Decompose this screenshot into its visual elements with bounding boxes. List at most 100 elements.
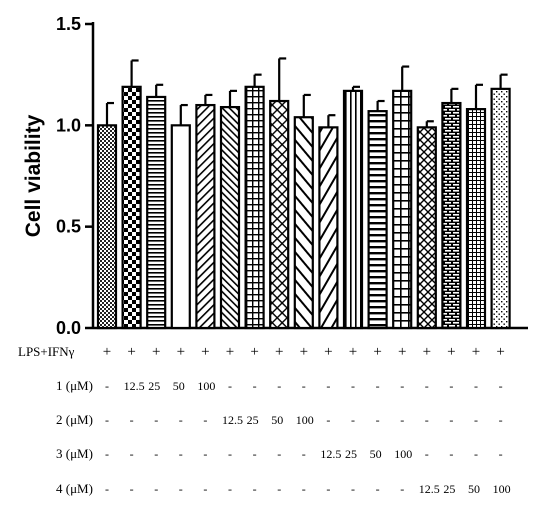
y-tick-label: 1.0 xyxy=(56,115,81,135)
table-cell: 50 xyxy=(370,447,382,461)
table-cell: - xyxy=(277,482,281,496)
bar xyxy=(121,85,142,330)
table-cell: 50 xyxy=(271,413,283,427)
table-cell: + xyxy=(496,344,504,360)
table-cell: - xyxy=(499,379,503,393)
y-tick-label: 0.0 xyxy=(56,318,81,338)
table-cell: - xyxy=(449,379,453,393)
table-cell: - xyxy=(179,482,183,496)
table-cell: - xyxy=(253,482,257,496)
table-cell: - xyxy=(376,413,380,427)
table-cell: - xyxy=(105,413,109,427)
bar xyxy=(195,103,216,330)
table-cell: + xyxy=(398,344,406,360)
bar xyxy=(342,89,364,330)
table-cell: - xyxy=(105,482,109,496)
table-cell: - xyxy=(253,447,257,461)
table-cell: - xyxy=(474,379,478,393)
table-cell: + xyxy=(177,344,185,360)
table-cell: - xyxy=(326,413,330,427)
table-cell: + xyxy=(349,344,357,360)
bar xyxy=(269,99,290,330)
table-cell: - xyxy=(130,482,134,496)
table-cell: - xyxy=(400,379,404,393)
bar xyxy=(146,95,167,330)
table-cell: 50 xyxy=(173,379,185,393)
table-cell: - xyxy=(499,447,503,461)
table-cell: 25 xyxy=(345,447,357,461)
table-cell: 12.5 xyxy=(124,379,145,393)
table-cell: 25 xyxy=(443,482,455,496)
table-row-label: LPS+IFNγ xyxy=(18,344,75,359)
table-cell: - xyxy=(203,447,207,461)
table-cell: 100 xyxy=(394,447,412,461)
bar xyxy=(96,124,118,330)
table-cell: - xyxy=(425,447,429,461)
table-cell: 12.5 xyxy=(222,413,243,427)
table-cell: + xyxy=(250,344,258,360)
bar xyxy=(244,85,265,330)
table-cell: - xyxy=(302,447,306,461)
bar xyxy=(490,87,511,330)
table-cell: + xyxy=(201,344,209,360)
table-cell: - xyxy=(499,413,503,427)
table-cell: + xyxy=(373,344,381,360)
table-cell: - xyxy=(228,379,232,393)
table-cell: - xyxy=(253,379,257,393)
table-cell: + xyxy=(472,344,480,360)
table-cell: - xyxy=(179,413,183,427)
bar xyxy=(170,124,191,330)
table-cell: - xyxy=(154,482,158,496)
table-cell: 50 xyxy=(468,482,480,496)
table-cell: + xyxy=(127,344,135,360)
table-cell: - xyxy=(277,447,281,461)
table-cell: - xyxy=(326,379,330,393)
table-cell: + xyxy=(300,344,308,360)
table-cell: - xyxy=(425,413,429,427)
table-cell: - xyxy=(203,482,207,496)
bar xyxy=(318,126,339,330)
table-cell: - xyxy=(376,379,380,393)
table-cell: - xyxy=(228,482,232,496)
table-cell: - xyxy=(277,379,281,393)
table-row-label: 4 (μM) xyxy=(56,481,93,496)
table-cell: - xyxy=(179,447,183,461)
bar xyxy=(392,89,413,330)
table-row-label: 1 (μM) xyxy=(56,378,93,393)
table-cell: - xyxy=(351,413,355,427)
bar xyxy=(293,116,314,330)
table-cell: - xyxy=(425,379,429,393)
table-cell: 12.5 xyxy=(419,482,440,496)
bar xyxy=(465,108,487,330)
table-cell: - xyxy=(130,413,134,427)
table-cell: 12.5 xyxy=(320,447,341,461)
table-cell: - xyxy=(203,413,207,427)
bar xyxy=(219,105,241,330)
table-row-label: 3 (μM) xyxy=(56,446,93,461)
table-cell: + xyxy=(226,344,234,360)
table-cell: - xyxy=(130,447,134,461)
table-cell: - xyxy=(400,413,404,427)
table-cell: + xyxy=(275,344,283,360)
table-cell: - xyxy=(474,447,478,461)
table-cell: + xyxy=(447,344,455,360)
y-tick-label: 0.5 xyxy=(56,217,81,237)
table-cell: + xyxy=(152,344,160,360)
table-cell: - xyxy=(326,482,330,496)
table-row-label: 2 (μM) xyxy=(56,412,93,427)
table-cell: - xyxy=(302,482,306,496)
table-cell: - xyxy=(154,447,158,461)
table-cell: 25 xyxy=(148,379,160,393)
table-cell: + xyxy=(103,344,111,360)
table-cell: - xyxy=(105,447,109,461)
table-cell: - xyxy=(400,482,404,496)
table-cell: - xyxy=(449,447,453,461)
y-tick-label: 1.5 xyxy=(56,14,81,34)
bar xyxy=(441,101,462,330)
table-cell: - xyxy=(376,482,380,496)
bar xyxy=(367,110,388,330)
table-cell: - xyxy=(351,482,355,496)
table-cell: - xyxy=(105,379,109,393)
y-axis-label: Cell viability xyxy=(22,114,45,237)
table-cell: 100 xyxy=(493,482,511,496)
